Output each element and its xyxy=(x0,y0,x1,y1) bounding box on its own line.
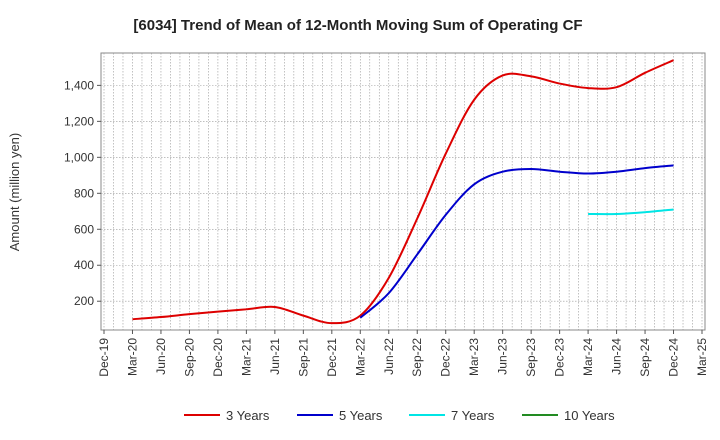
x-tick-label: Jun-22 xyxy=(382,338,396,375)
x-tick-label: Jun-20 xyxy=(154,338,168,375)
y-tick-label: 600 xyxy=(74,222,94,236)
y-tick-label: 1,000 xyxy=(64,150,94,164)
y-ticks: 200 400 600 800 1,000 1,200 1,400 xyxy=(64,78,101,308)
x-tick-label: Jun-23 xyxy=(496,338,510,375)
x-tick-label: Sep-23 xyxy=(524,338,538,377)
x-tick-label: Mar-22 xyxy=(353,338,367,376)
y-tick-label: 200 xyxy=(74,294,94,308)
x-tick-label: Sep-24 xyxy=(638,338,652,377)
x-tick-label: Dec-23 xyxy=(553,338,567,377)
series-line-7-years xyxy=(588,208,674,216)
chart-title: [6034] Trend of Mean of 12-Month Moving … xyxy=(133,17,582,34)
x-tick-label: Dec-22 xyxy=(439,338,453,377)
x-tick-label: Dec-21 xyxy=(325,338,339,377)
series-line-3-years xyxy=(132,59,674,325)
legend: 3 Years 5 Years 7 Years 10 Years xyxy=(184,408,615,423)
x-tick-label: Jun-21 xyxy=(268,338,282,375)
y-axis-label: Amount (million yen) xyxy=(7,133,22,252)
x-tick-label: Mar-20 xyxy=(125,338,139,376)
y-tick-label: 800 xyxy=(74,186,94,200)
x-tick-label: Mar-24 xyxy=(581,338,595,376)
series-line-5-years xyxy=(359,164,674,319)
x-tick-label: Dec-20 xyxy=(211,338,225,377)
x-tick-label: Mar-21 xyxy=(239,338,253,376)
x-tick-label: Mar-25 xyxy=(695,338,709,376)
legend-label-3-years: 3 Years xyxy=(226,408,270,423)
x-tick-label: Mar-23 xyxy=(467,338,481,376)
x-tick-label: Jun-24 xyxy=(610,338,624,375)
legend-label-7-years: 7 Years xyxy=(451,408,495,423)
series-layer xyxy=(132,59,674,325)
x-tick-label: Sep-20 xyxy=(182,338,196,377)
x-tick-label: Dec-19 xyxy=(97,338,111,377)
y-tick-label: 1,200 xyxy=(64,114,94,128)
legend-label-5-years: 5 Years xyxy=(339,408,383,423)
plot-area xyxy=(100,52,706,331)
x-tick-label: Sep-21 xyxy=(296,338,310,377)
x-ticks: Dec-19 Mar-20 Jun-20 Sep-20 Dec-20 Mar-21 Jun-… xyxy=(97,330,709,377)
y-tick-label: 400 xyxy=(74,258,94,272)
legend-label-10-years: 10 Years xyxy=(564,408,615,423)
y-tick-label: 1,400 xyxy=(64,78,94,92)
grid xyxy=(101,53,705,330)
x-tick-label: Sep-22 xyxy=(410,338,424,377)
x-tick-label: Dec-24 xyxy=(667,338,681,377)
